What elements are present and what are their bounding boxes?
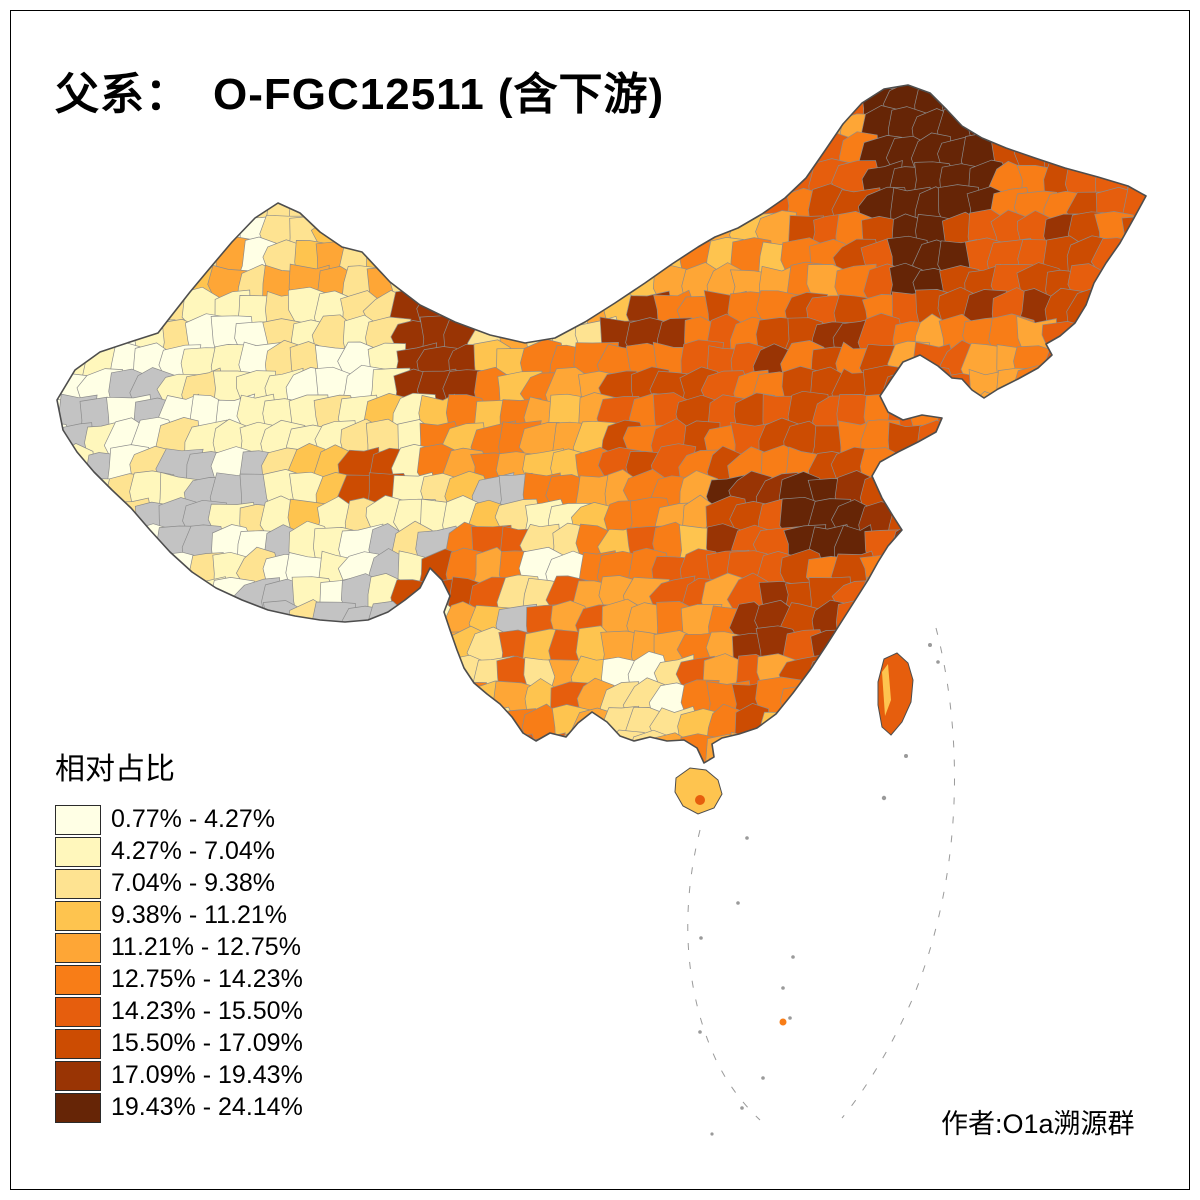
legend-item: 12.75% - 14.23% <box>55 964 303 995</box>
legend-item: 19.43% - 24.14% <box>55 1092 303 1123</box>
legend-item: 14.23% - 15.50% <box>55 996 303 1027</box>
small-island <box>745 836 749 840</box>
legend-label: 17.09% - 19.43% <box>111 1061 303 1089</box>
legend-label: 12.75% - 14.23% <box>111 965 303 993</box>
legend-label: 11.21% - 12.75% <box>111 933 301 961</box>
small-island <box>936 660 940 664</box>
small-island <box>710 1132 714 1136</box>
legend-swatch <box>55 836 101 867</box>
legend-label: 19.43% - 24.14% <box>111 1093 303 1121</box>
legend-item: 15.50% - 17.09% <box>55 1028 303 1059</box>
small-island <box>740 1106 744 1110</box>
small-island-orange <box>779 1018 787 1026</box>
legend-swatch <box>55 900 101 931</box>
legend-item: 4.27% - 7.04% <box>55 836 303 867</box>
legend-swatch <box>55 996 101 1027</box>
small-island <box>904 754 908 758</box>
legend-label: 7.04% - 9.38% <box>111 869 275 897</box>
small-island <box>881 795 887 801</box>
small-island <box>791 955 795 959</box>
small-island <box>928 643 932 647</box>
small-island <box>736 901 740 905</box>
legend-label: 9.38% - 11.21% <box>111 901 288 929</box>
legend-swatch <box>55 932 101 963</box>
legend-label: 15.50% - 17.09% <box>111 1029 303 1057</box>
small-island <box>781 986 785 990</box>
legend-swatch <box>55 804 101 835</box>
legend: 相对占比 0.77% - 4.27% 4.27% - 7.04% 7.04% - 9… <box>55 744 303 1124</box>
legend-swatch <box>55 1092 101 1123</box>
china-border <box>56 84 1147 764</box>
author-credit: 作者:O1a溯源群 <box>941 1109 1135 1139</box>
legend-swatch <box>55 964 101 995</box>
small-island <box>698 1030 702 1034</box>
legend-swatch <box>55 1060 101 1091</box>
taiwan-island <box>877 652 914 736</box>
prefecture-cells <box>57 85 1146 763</box>
legend-item: 7.04% - 9.38% <box>55 868 303 899</box>
legend-item: 17.09% - 19.43% <box>55 1060 303 1091</box>
legend-label: 0.77% - 4.27% <box>111 805 275 833</box>
small-island <box>788 1016 792 1020</box>
legend-items: 0.77% - 4.27% 4.27% - 7.04% 7.04% - 9.38% 9… <box>55 804 303 1123</box>
small-island <box>761 1076 765 1080</box>
legend-item: 11.21% - 12.75% <box>55 932 303 963</box>
legend-swatch <box>55 868 101 899</box>
small-island <box>699 936 703 940</box>
legend-label: 14.23% - 15.50% <box>111 997 303 1025</box>
taiwan-west-strip <box>882 664 891 716</box>
hainan-dark-patch <box>695 795 705 805</box>
legend-label: 4.27% - 7.04% <box>111 837 275 865</box>
hainan-island <box>674 767 723 815</box>
legend-item: 0.77% - 4.27% <box>55 804 303 835</box>
legend-title: 相对占比 <box>55 753 175 786</box>
map-title: 父系： O-FGC12511 (含下游) <box>55 70 665 119</box>
legend-item: 9.38% - 11.21% <box>55 900 303 931</box>
legend-swatch <box>55 1028 101 1059</box>
dashed-sea-boundary-west <box>687 829 761 1121</box>
